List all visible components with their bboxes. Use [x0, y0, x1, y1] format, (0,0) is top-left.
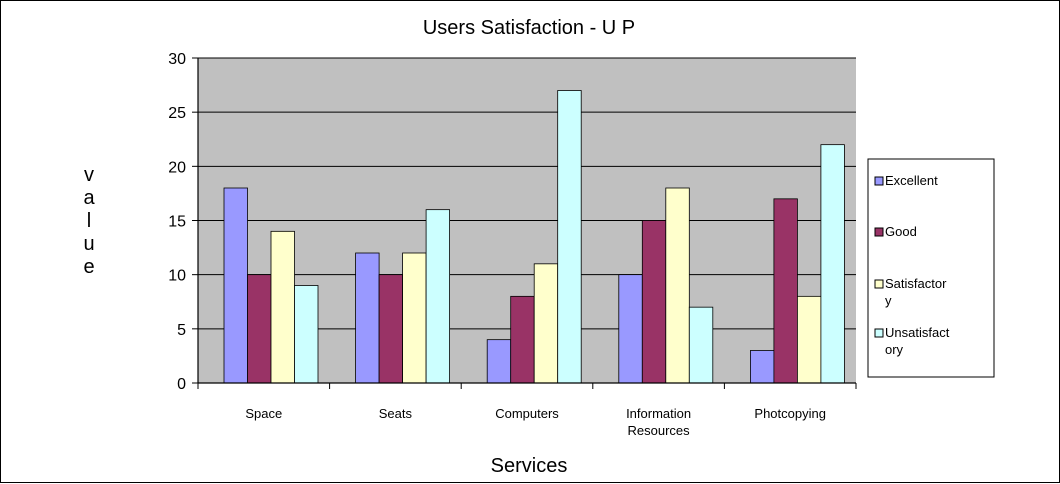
bar-good-information-resources: [641, 220, 667, 384]
bar-satisfactory-information-resources: [665, 187, 690, 384]
x-tick-label: Seats: [379, 406, 413, 421]
y-axis-title-letter: a: [83, 187, 95, 209]
y-axis-title-letter: e: [83, 256, 94, 278]
bar-unsatisfactory-computers: [557, 90, 582, 384]
bar-unsatisfactory-photcopying: [820, 144, 845, 384]
legend-label: Unsatisfact ory: [885, 325, 950, 357]
y-tick-labels: 0 5 10 15 20 25 30: [168, 51, 186, 393]
x-tick-label: Photcopying: [754, 406, 826, 421]
bar-unsatisfactory-information-resources: [688, 306, 714, 384]
bar-satisfactory-seats: [402, 252, 427, 384]
bar-unsatisfactory-space: [294, 285, 319, 384]
chart-title: Users Satisfaction - U P: [423, 17, 635, 39]
x-tick-label: Information Resources: [626, 406, 691, 438]
bar-excellent-information-resources: [618, 274, 643, 384]
bar-unsatisfactory-seats: [425, 209, 451, 384]
y-tick-label: 5: [177, 322, 186, 339]
x-tick-label-line: Seats: [379, 406, 413, 421]
bar-satisfactory-computers: [533, 263, 559, 384]
axes: [197, 58, 857, 389]
bars: [223, 90, 845, 384]
y-tick-label: 30: [168, 51, 186, 68]
bar-good-photcopying: [773, 198, 798, 384]
legend-swatch: [874, 279, 884, 289]
x-tick-labels: Space Seats Computers Information Resources P…: [245, 406, 826, 438]
bar-satisfactory-photcopying: [797, 295, 822, 384]
legend-label-line: Satisfactor: [885, 276, 947, 291]
y-axis-title-letter: v: [84, 164, 94, 186]
y-axis-title-letter: l: [87, 210, 91, 232]
bar-satisfactory-space: [270, 230, 295, 384]
x-tick-label-line: Space: [245, 406, 282, 421]
x-tick-label: Computers: [495, 406, 559, 421]
bar-good-seats: [378, 274, 404, 384]
x-tick-label-line: Photcopying: [754, 406, 826, 421]
legend-label-line: Good: [885, 224, 917, 239]
y-axis-title-letter: u: [83, 233, 94, 255]
bar-excellent-seats: [355, 252, 380, 384]
legend-swatch: [874, 176, 884, 186]
bar-good-computers: [510, 295, 535, 384]
x-tick-label-line: Computers: [495, 406, 559, 421]
y-tick-label: 25: [168, 105, 186, 122]
y-tick-label: 0: [177, 376, 186, 393]
legend-swatch: [874, 328, 884, 338]
y-tick-label: 20: [168, 159, 186, 176]
x-tick-label-line: Information: [626, 406, 691, 421]
legend-label-line: ory: [885, 342, 904, 357]
bar-excellent-computers: [486, 339, 512, 384]
y-tick-label: 10: [168, 268, 186, 285]
y-tick-label: 15: [168, 214, 186, 231]
bar-good-space: [247, 274, 272, 384]
legend: Excellent Good Satisfactor y Unsatisfact ory: [867, 158, 995, 378]
x-tick-label-line: Resources: [628, 423, 691, 438]
legend-label-line: Unsatisfact: [885, 325, 950, 340]
legend-label: Excellent: [885, 173, 938, 188]
legend-swatch: [874, 227, 884, 237]
legend-label-line: y: [885, 293, 892, 308]
legend-label-line: Excellent: [885, 173, 938, 188]
x-axis-title: Services: [491, 455, 568, 477]
bar-excellent-photcopying: [750, 350, 775, 384]
legend-label: Good: [885, 224, 917, 239]
x-tick-label: Space: [245, 406, 282, 421]
legend-label: Satisfactor y: [885, 276, 947, 308]
bar-excellent-space: [223, 187, 248, 384]
legend-box: [867, 158, 995, 378]
